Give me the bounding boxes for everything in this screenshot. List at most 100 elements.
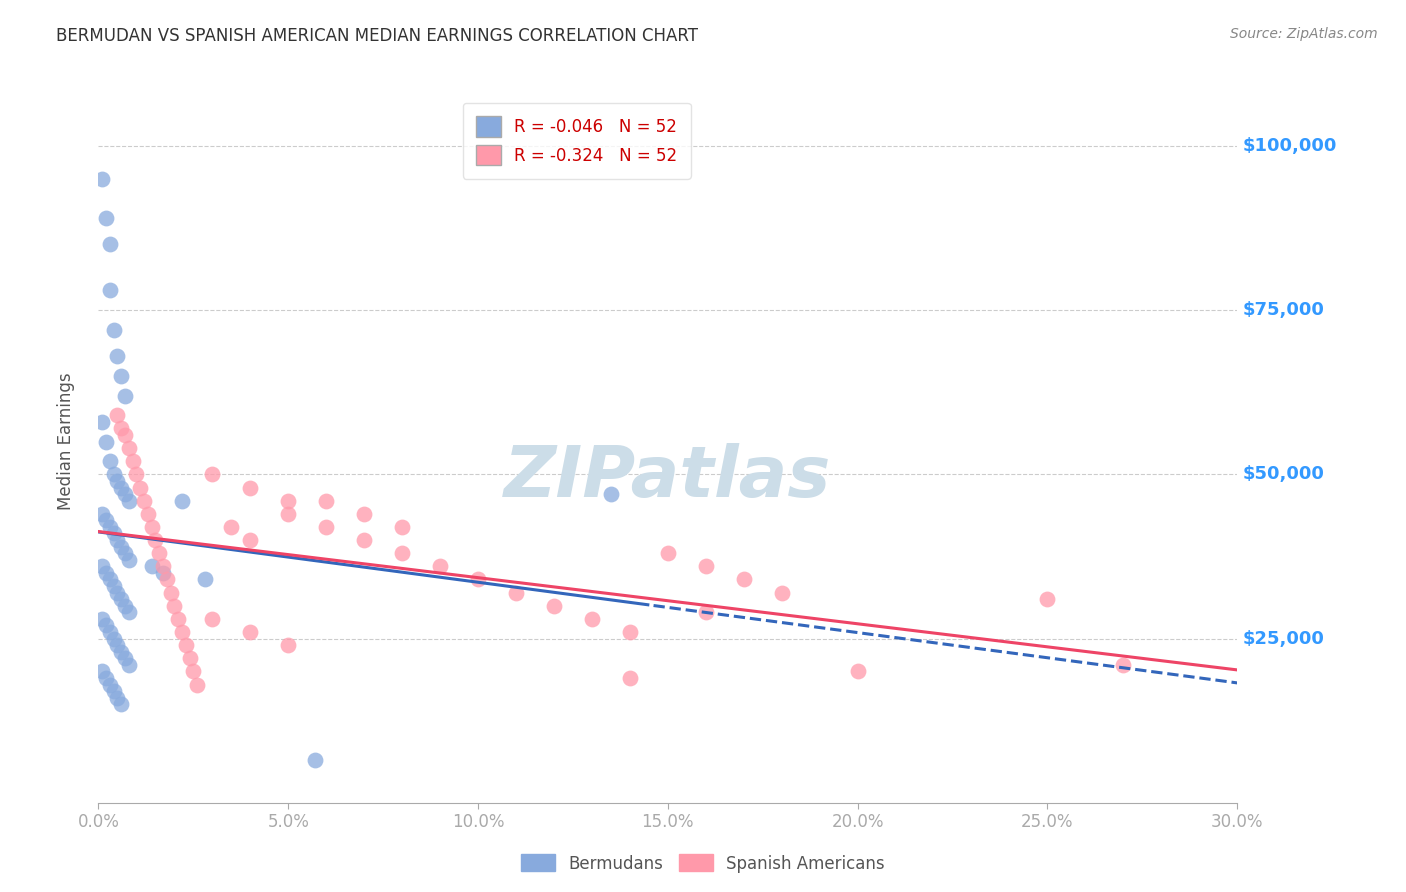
Point — [114, 388, 136, 402]
Legend: R = -0.046   N = 52, R = -0.324   N = 52: R = -0.046 N = 52, R = -0.324 N = 52 — [463, 103, 690, 178]
Y-axis label: Median Earnings: Median Earnings — [56, 373, 75, 510]
Point — [221, 520, 243, 534]
Point — [114, 546, 136, 560]
Point — [110, 481, 132, 495]
Legend: Bermudans, Spanish Americans: Bermudans, Spanish Americans — [515, 847, 891, 880]
Point — [167, 612, 190, 626]
Point — [695, 559, 717, 574]
Point — [141, 559, 163, 574]
Point — [152, 566, 174, 580]
Point — [277, 493, 299, 508]
Point — [98, 677, 121, 691]
Point — [94, 671, 117, 685]
Point — [315, 520, 337, 534]
Point — [239, 533, 262, 547]
Point — [94, 434, 117, 449]
Point — [91, 559, 114, 574]
Point — [619, 625, 641, 640]
Point — [94, 211, 117, 226]
Point — [107, 585, 129, 599]
Point — [110, 540, 132, 554]
Point — [174, 638, 197, 652]
Point — [121, 454, 143, 468]
Point — [118, 657, 141, 672]
Point — [103, 467, 125, 482]
Point — [110, 698, 132, 712]
Point — [98, 573, 121, 587]
Point — [107, 690, 129, 705]
Point — [600, 487, 623, 501]
Point — [152, 559, 174, 574]
Point — [391, 520, 413, 534]
Point — [110, 368, 132, 383]
Point — [91, 171, 114, 186]
Point — [110, 592, 132, 607]
Point — [201, 467, 224, 482]
Point — [581, 612, 603, 626]
Point — [657, 546, 679, 560]
Point — [114, 487, 136, 501]
Point — [194, 573, 217, 587]
Point — [94, 513, 117, 527]
Point — [695, 605, 717, 619]
Text: BERMUDAN VS SPANISH AMERICAN MEDIAN EARNINGS CORRELATION CHART: BERMUDAN VS SPANISH AMERICAN MEDIAN EARN… — [56, 27, 699, 45]
Point — [118, 493, 141, 508]
Point — [353, 507, 375, 521]
Point — [103, 579, 125, 593]
Point — [114, 651, 136, 665]
Point — [118, 605, 141, 619]
Point — [114, 428, 136, 442]
Point — [353, 533, 375, 547]
Point — [107, 474, 129, 488]
Point — [132, 493, 155, 508]
Point — [136, 507, 159, 521]
Point — [141, 520, 163, 534]
Point — [148, 546, 170, 560]
Point — [170, 493, 193, 508]
Point — [186, 677, 208, 691]
Point — [179, 651, 201, 665]
Point — [201, 612, 224, 626]
Point — [94, 618, 117, 632]
Point — [91, 507, 114, 521]
Point — [110, 645, 132, 659]
Point — [118, 553, 141, 567]
Point — [91, 415, 114, 429]
Point — [118, 441, 141, 455]
Text: Source: ZipAtlas.com: Source: ZipAtlas.com — [1230, 27, 1378, 41]
Point — [103, 632, 125, 646]
Point — [315, 493, 337, 508]
Point — [98, 284, 121, 298]
Point — [543, 599, 565, 613]
Point — [98, 237, 121, 252]
Point — [103, 526, 125, 541]
Point — [107, 638, 129, 652]
Point — [129, 481, 152, 495]
Point — [183, 665, 205, 679]
Text: $75,000: $75,000 — [1243, 301, 1324, 319]
Point — [94, 566, 117, 580]
Point — [770, 585, 793, 599]
Point — [239, 625, 262, 640]
Point — [304, 753, 326, 767]
Text: $25,000: $25,000 — [1243, 630, 1324, 648]
Point — [505, 585, 527, 599]
Point — [391, 546, 413, 560]
Point — [107, 533, 129, 547]
Point — [163, 599, 186, 613]
Point — [91, 612, 114, 626]
Point — [98, 520, 121, 534]
Point — [110, 421, 132, 435]
Point — [107, 349, 129, 363]
Point — [239, 481, 262, 495]
Point — [1112, 657, 1135, 672]
Point — [159, 585, 181, 599]
Point — [467, 573, 489, 587]
Point — [846, 665, 869, 679]
Point — [114, 599, 136, 613]
Point — [429, 559, 451, 574]
Point — [125, 467, 148, 482]
Point — [1036, 592, 1059, 607]
Point — [98, 625, 121, 640]
Point — [619, 671, 641, 685]
